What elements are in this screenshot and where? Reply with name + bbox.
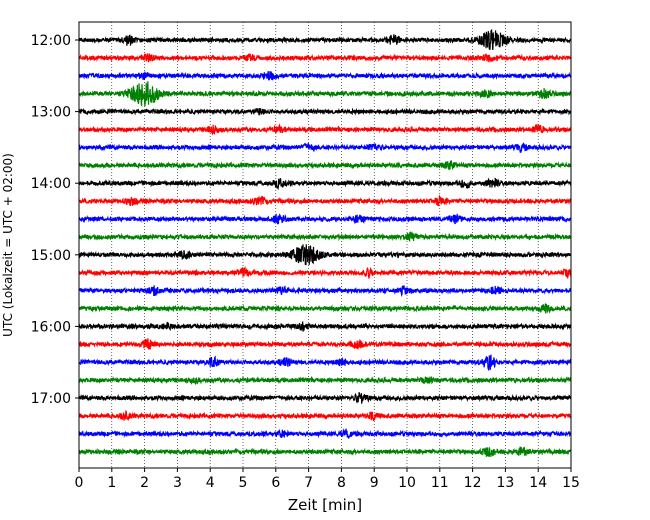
x-axis-label: Zeit [min]	[288, 496, 362, 514]
x-tick-label: 10	[398, 475, 416, 491]
trace-1745	[78, 446, 572, 458]
x-tick-label: 1	[107, 475, 116, 491]
trace-1530	[78, 285, 572, 298]
x-tick-label: 7	[304, 475, 313, 491]
trace-1230	[78, 70, 572, 81]
trace-1215	[78, 53, 572, 63]
x-tick-label: 4	[206, 475, 215, 491]
seismic-traces	[78, 28, 572, 458]
trace-1415	[78, 194, 572, 207]
y-tick-label: 12:00	[31, 33, 71, 49]
trace-1715	[78, 410, 572, 421]
trace-1200	[78, 28, 572, 50]
x-axis-ticks: 0 1 2 3 4 5 6 7 8 9 10 11 12 13 14 15	[75, 468, 580, 491]
x-tick-label: 3	[173, 475, 182, 491]
x-tick-label: 5	[239, 475, 248, 491]
trace-1430	[78, 213, 572, 225]
y-tick-label: 17:00	[31, 391, 71, 407]
y-axis-label: UTC (Lokalzeit = UTC + 02:00)	[1, 153, 15, 337]
x-tick-label: 2	[140, 475, 149, 491]
grid-lines	[111, 22, 539, 468]
trace-1545	[78, 303, 572, 314]
trace-1315	[78, 123, 572, 136]
plot-frame	[78, 21, 572, 469]
trace-1300	[78, 107, 572, 116]
x-tick-label: 0	[75, 475, 84, 491]
trace-1600	[78, 321, 572, 332]
y-axis-ticks: 12:00 13:00 14:00 15:00 16:00 17:00	[31, 33, 79, 407]
trace-1500	[78, 244, 572, 266]
trace-1245	[78, 81, 572, 108]
x-tick-label: 6	[271, 475, 280, 491]
trace-1445	[78, 231, 572, 242]
trace-1400	[78, 177, 572, 191]
x-tick-label: 11	[431, 475, 449, 491]
trace-1615	[78, 338, 572, 350]
x-tick-label: 15	[562, 475, 580, 491]
trace-1330	[78, 142, 572, 153]
y-tick-label: 16:00	[31, 319, 71, 335]
y-tick-label: 14:00	[31, 176, 71, 192]
x-tick-label: 8	[337, 475, 346, 491]
trace-1515	[78, 265, 572, 280]
trace-1730	[78, 428, 572, 439]
trace-1645	[78, 375, 572, 386]
trace-1630	[78, 354, 572, 371]
trace-1700	[78, 392, 572, 404]
x-tick-label: 9	[370, 475, 379, 491]
y-tick-label: 13:00	[31, 105, 71, 121]
x-tick-label: 14	[529, 475, 547, 491]
x-tick-label: 13	[496, 475, 514, 491]
x-tick-label: 12	[464, 475, 482, 491]
trace-1345	[78, 160, 572, 171]
y-tick-label: 15:00	[31, 248, 71, 264]
